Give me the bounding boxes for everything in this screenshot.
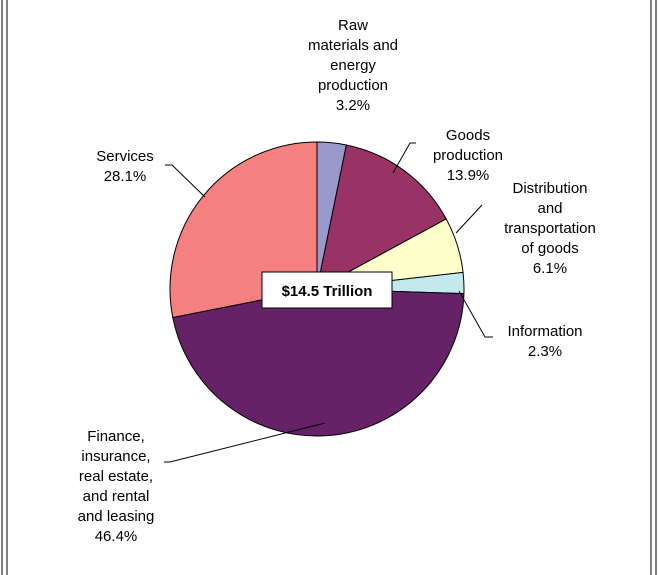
slice-label-line: Raw — [338, 17, 368, 34]
slice-label-line: of goods — [521, 240, 579, 257]
slice-label-line: 28.1% — [104, 168, 147, 185]
center-label-box-rect — [261, 271, 393, 309]
slice-label-line: 13.9% — [447, 167, 490, 184]
leader-line-finance — [164, 422, 326, 463]
center-label: $14.5 Trillion — [282, 283, 373, 300]
slice-label-line: energy — [330, 57, 376, 74]
slice-label-raw-materials: Raw materials and energy production 3.2% — [308, 17, 398, 114]
slice-label-line: 2.3% — [528, 343, 562, 360]
slice-label-line: transportation — [504, 220, 596, 237]
slice-label-line: Distribution — [512, 180, 587, 197]
leader-lines — [164, 142, 493, 463]
slice-label-line: and leasing — [78, 508, 155, 525]
slice-label-line: Goods — [446, 127, 490, 144]
pie-slice-goods-production — [316, 144, 447, 290]
slice-label-goods-production: Goods production 13.9% — [433, 127, 503, 184]
slice-label-line: and — [537, 200, 562, 217]
center-label-box: $14.5 Trillion — [261, 271, 393, 309]
leader-line-distribution — [455, 204, 483, 234]
slice-label-line: Finance, — [87, 428, 145, 445]
slice-label-line: real estate, — [79, 468, 153, 485]
slice-label-services: Services 28.1% — [96, 148, 154, 185]
slice-label-line: 6.1% — [533, 260, 567, 277]
slice-label-line: and rental — [83, 488, 150, 505]
slice-labels: Raw materials and energy production 3.2% Good… — [78, 17, 596, 545]
slice-label-finance: Finance, insurance, real estate, and rental… — [78, 428, 155, 545]
slice-label-line: production — [318, 77, 388, 94]
slice-label-line: materials and — [308, 37, 398, 54]
leader-line-services — [165, 164, 206, 198]
slice-label-information: Information 2.3% — [507, 323, 582, 360]
leader-line-goods-production — [392, 142, 416, 174]
slice-label-line: production — [433, 147, 503, 164]
pie-slice-finance — [172, 288, 465, 437]
leader-line-information — [458, 290, 493, 338]
slice-label-line: 46.4% — [95, 528, 138, 545]
slice-label-line: 3.2% — [336, 97, 370, 114]
slice-label-line: Information — [507, 323, 582, 340]
slice-label-line: insurance, — [81, 448, 150, 465]
slice-label-distribution: Distribution and transportation of goods 6.1… — [504, 180, 596, 277]
slice-label-line: Services — [96, 148, 154, 165]
